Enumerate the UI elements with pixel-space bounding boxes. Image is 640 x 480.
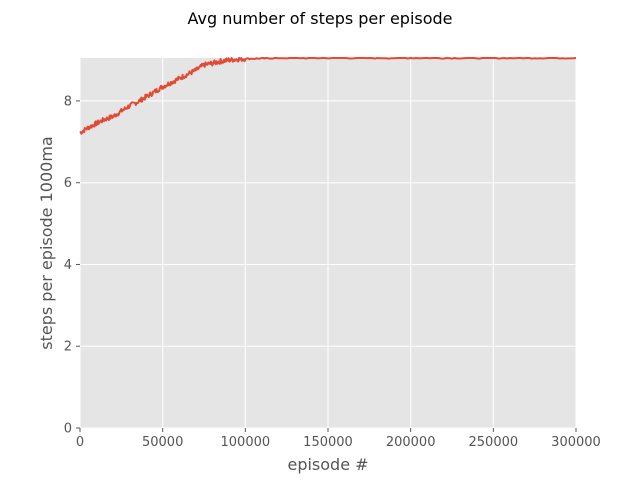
y-tick-label: 4 [64, 258, 72, 273]
x-tick-label: 100000 [221, 435, 271, 450]
y-axis-label: steps per episode 1000ma [37, 136, 56, 349]
series-layer [79, 57, 577, 135]
chart-title: Avg number of steps per episode [187, 9, 452, 28]
x-tick-label: 0 [76, 435, 84, 450]
x-tick-label: 50000 [142, 435, 183, 450]
y-axis-ticks: 0 2 4 6 8 [64, 94, 80, 437]
x-axis-ticks: 0 50000 100000 150000 200000 250000 300000 [76, 428, 601, 450]
x-tick-label: 150000 [303, 435, 353, 450]
x-tick-label: 200000 [386, 435, 436, 450]
series-line [79, 57, 577, 135]
x-axis-label: episode # [287, 455, 368, 474]
y-tick-label: 6 [64, 176, 72, 191]
y-tick-label: 8 [64, 94, 72, 109]
y-tick-label: 2 [64, 340, 72, 355]
x-tick-label: 250000 [469, 435, 519, 450]
y-tick-label: 0 [64, 422, 72, 437]
x-tick-label: 300000 [551, 435, 601, 450]
